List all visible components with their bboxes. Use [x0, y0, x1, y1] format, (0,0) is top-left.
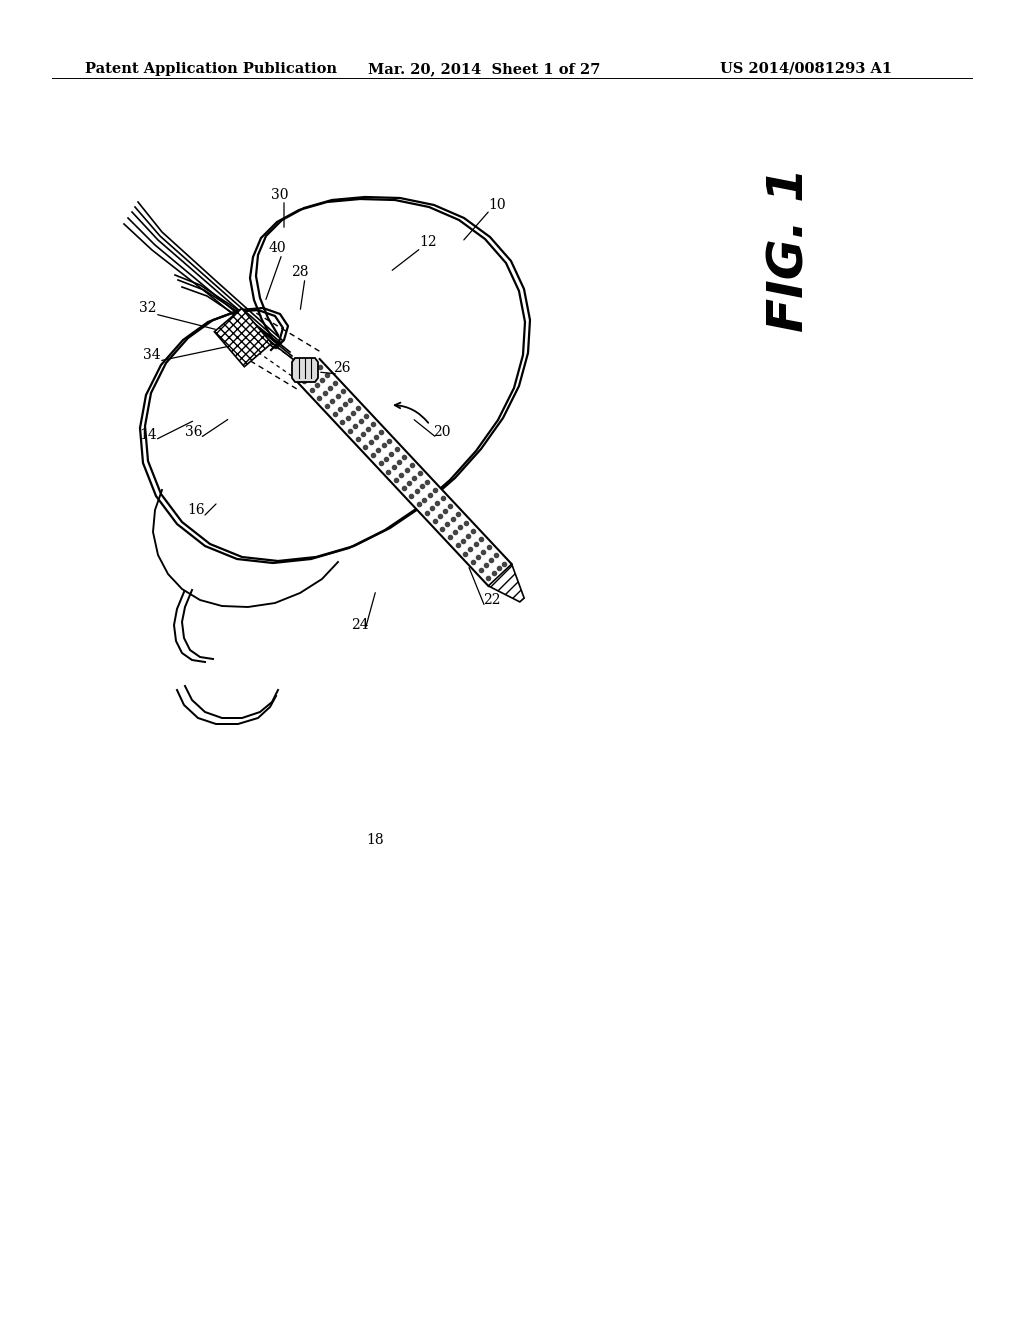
Text: 12: 12	[419, 235, 437, 249]
Text: 32: 32	[139, 301, 157, 315]
Text: 24: 24	[351, 618, 369, 632]
Text: Mar. 20, 2014  Sheet 1 of 27: Mar. 20, 2014 Sheet 1 of 27	[368, 62, 600, 77]
Text: 34: 34	[143, 348, 161, 362]
Text: 26: 26	[333, 360, 351, 375]
Text: 28: 28	[291, 265, 309, 279]
Text: US 2014/0081293 A1: US 2014/0081293 A1	[720, 62, 892, 77]
Text: 30: 30	[271, 187, 289, 202]
Text: 40: 40	[268, 242, 286, 255]
Text: 16: 16	[187, 503, 205, 517]
Text: 14: 14	[139, 428, 157, 442]
Polygon shape	[292, 358, 318, 381]
Text: 36: 36	[185, 425, 203, 440]
Polygon shape	[488, 564, 524, 602]
Text: Patent Application Publication: Patent Application Publication	[85, 62, 337, 77]
Text: 10: 10	[488, 198, 506, 213]
Text: 20: 20	[433, 425, 451, 440]
Polygon shape	[214, 309, 271, 367]
Polygon shape	[296, 359, 512, 586]
Text: FIG. 1: FIG. 1	[766, 168, 814, 333]
Text: 18: 18	[367, 833, 384, 847]
Text: 22: 22	[483, 593, 501, 607]
